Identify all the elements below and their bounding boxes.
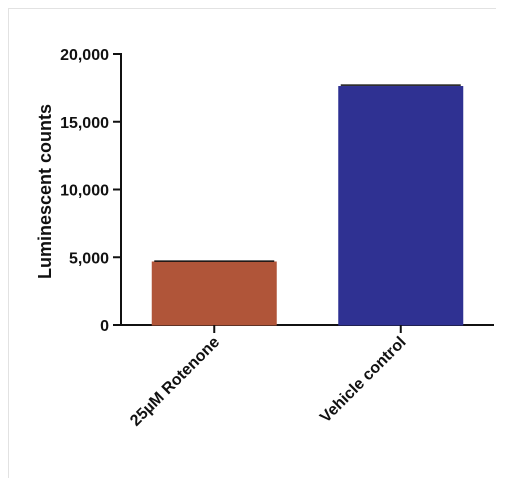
x-tick-label: 25µM Rotenone bbox=[127, 334, 223, 430]
y-tick-label: 5,000 bbox=[69, 250, 109, 267]
bars bbox=[151, 84, 464, 326]
bar bbox=[151, 261, 277, 326]
chart-frame bbox=[8, 8, 496, 478]
y-tick-label: 20,000 bbox=[60, 47, 109, 64]
y-axis-label: Luminescent counts bbox=[35, 104, 55, 279]
x-ticks: 25µM Rotenone Vehicle control bbox=[127, 325, 410, 430]
y-tick-label: 10,000 bbox=[60, 183, 109, 200]
bar bbox=[338, 86, 464, 326]
y-tick-label: 15,000 bbox=[60, 115, 109, 132]
y-ticks: 0 5,000 10,000 15,000 20,000 bbox=[60, 47, 121, 335]
x-tick-label: Vehicle control bbox=[317, 334, 409, 426]
y-tick-label: 0 bbox=[100, 318, 109, 335]
